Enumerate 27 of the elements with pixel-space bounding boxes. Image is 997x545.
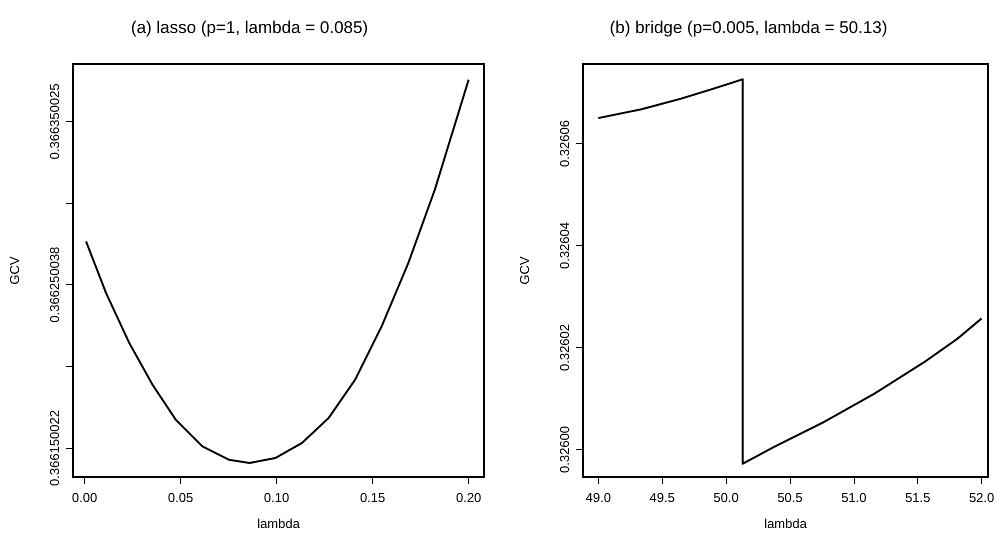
x-tick-label: 50.5 [776,490,802,505]
y-axis-title: GCV [7,256,22,285]
x-axis-title: lambda [257,516,301,531]
x-tick-label: 50.0 [712,490,738,505]
line-series [85,78,470,464]
y-tick-label: 0.32600 [556,426,572,473]
y-tick-label: 0.366150022 [47,410,62,486]
x-tick-label: 0.15 [360,490,386,505]
x-tick-label: 49.0 [585,490,610,505]
chart-title: (a) lasso (p=1, lambda = 0.085) [130,18,368,37]
y-tick-label: 0.32606 [556,120,572,168]
x-axis-title: lambda [764,516,808,531]
x-tick-label: 0.00 [72,490,98,505]
y-tick-label: 0.32604 [556,222,572,270]
chart-title: (b) bridge (p=0.005, lambda = 50.13) [609,18,887,37]
x-tick-label: 51.5 [904,490,930,505]
y-tick-label: 0.366250038 [47,246,62,323]
x-tick-label: 51.0 [840,490,866,505]
x-tick-label: 52.0 [968,490,994,505]
x-tick-label: 49.5 [649,490,674,505]
y-tick-label: 0.32602 [556,324,572,371]
line-series [596,78,982,465]
x-tick-label: 0.10 [264,490,290,505]
y-axis-title: GCV [516,256,532,285]
x-tick-label: 0.20 [456,490,482,505]
x-tick-label: 0.05 [168,490,194,505]
y-tick-label: 0.366350025 [47,83,62,160]
